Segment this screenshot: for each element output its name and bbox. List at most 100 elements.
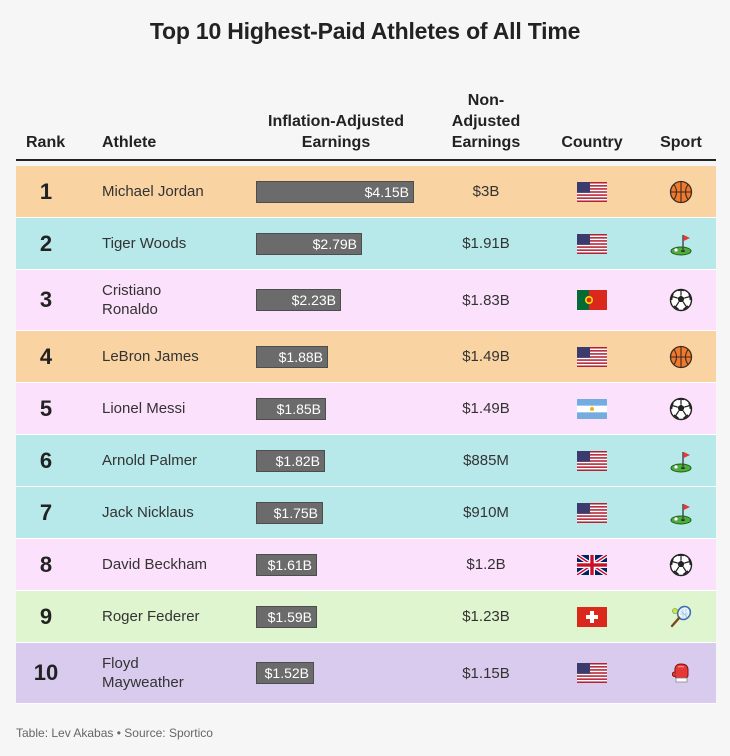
- header-inflation-line1: Inflation-Adjusted: [268, 113, 404, 130]
- non-adjusted-earnings: $3B: [472, 183, 500, 200]
- golf-icon: [646, 487, 716, 538]
- athlete-name: Arnold Palmer: [102, 435, 252, 486]
- athlete-name: LeBron James: [102, 331, 252, 382]
- table-row: 7 Jack Nicklaus $1.75B $910M: [16, 487, 716, 539]
- earnings-bar-cell: $2.79B: [256, 218, 436, 269]
- athlete-name-line: Cristiano: [102, 282, 162, 299]
- earnings-bar-label: $2.23B: [291, 292, 336, 308]
- table-row: 1 Michael Jordan $4.15B $3B: [16, 166, 716, 218]
- non-adjusted-earnings: $1.49B: [462, 400, 510, 417]
- boxing-glove-icon: [646, 643, 716, 703]
- earnings-bar: $1.82B: [256, 449, 325, 472]
- athlete-name-line: Ronaldo: [102, 301, 158, 318]
- header-inflation-adjusted: Inflation-Adjusted Earnings: [246, 111, 426, 153]
- table-row: 5 Lionel Messi $1.85B $1.49B: [16, 383, 716, 435]
- header-non-adjusted: Non- Adjusted Earnings: [436, 90, 536, 153]
- flag-usa: [554, 643, 630, 703]
- golf-icon: [646, 218, 716, 269]
- athlete-name: Lionel Messi: [102, 383, 252, 434]
- flag-portugal: [554, 270, 630, 330]
- athlete-name: Michael Jordan: [102, 166, 252, 217]
- athlete-name-line: Jack Nicklaus: [102, 504, 194, 521]
- athlete-name: Jack Nicklaus: [102, 487, 252, 538]
- basketball-icon: [646, 331, 716, 382]
- athlete-name: Roger Federer: [102, 591, 252, 642]
- athlete-name-line: Mayweather: [102, 674, 184, 691]
- flag-argentina: [554, 383, 630, 434]
- rank-value: 3: [39, 287, 53, 312]
- header-inflation-line2: Earnings: [301, 134, 371, 151]
- rank-value: 10: [33, 660, 59, 685]
- header-athlete: Athlete: [102, 134, 157, 151]
- earnings-bar-label: $1.61B: [267, 556, 312, 573]
- earnings-bar-cell: $1.88B: [256, 331, 436, 382]
- earnings-bar-cell: $1.59B: [256, 591, 436, 642]
- earnings-bar: $1.61B: [256, 553, 317, 576]
- earnings-bar-cell: $1.52B: [256, 643, 436, 703]
- earnings-bar: $1.85B: [256, 397, 326, 420]
- non-adjusted-earnings: $885M: [463, 452, 509, 469]
- earnings-bar-label: $1.88B: [278, 348, 323, 365]
- athlete-name-line: LeBron James: [102, 348, 199, 365]
- flag-uk: [554, 539, 630, 590]
- athlete-name-line: Roger Federer: [102, 608, 200, 625]
- flag-usa: [554, 218, 630, 269]
- table-row: 2 Tiger Woods $2.79B $1.91B: [16, 218, 716, 270]
- soccer-ball-icon: [646, 270, 716, 330]
- soccer-ball-icon: [646, 539, 716, 590]
- earnings-bar: $1.88B: [256, 345, 328, 368]
- flag-switzerland: [554, 591, 630, 642]
- earnings-bar: $1.75B: [256, 501, 323, 524]
- athlete-name-line: Michael Jordan: [102, 183, 204, 200]
- non-adjusted-earnings: $1.49B: [462, 348, 510, 365]
- golf-icon: [646, 435, 716, 486]
- earnings-bar-label: $2.79B: [312, 235, 357, 252]
- earnings-bar-cell: $4.15B: [256, 166, 436, 217]
- header-rank: Rank: [26, 134, 66, 151]
- header-nonadj-line1: Non-: [467, 92, 505, 109]
- flag-usa: [554, 487, 630, 538]
- rank-value: 8: [39, 551, 53, 577]
- rank-value: 5: [39, 395, 53, 421]
- earnings-bar-cell: $1.85B: [256, 383, 436, 434]
- athlete-name-line: David Beckham: [102, 556, 208, 573]
- table-row: 9 Roger Federer $1.59B $1.23B: [16, 591, 716, 643]
- earnings-bar-label: $1.75B: [273, 504, 318, 521]
- earnings-bar-cell: $1.61B: [256, 539, 436, 590]
- earnings-bar-label: $1.85B: [276, 400, 321, 417]
- soccer-ball-icon: [646, 383, 716, 434]
- earnings-bar-cell: $2.23B: [256, 270, 436, 330]
- flag-usa: [554, 331, 630, 382]
- athlete-name: David Beckham: [102, 539, 252, 590]
- rank-value: 9: [39, 603, 53, 629]
- header-sport: Sport: [660, 134, 702, 151]
- rank-value: 6: [39, 447, 53, 473]
- header-nonadj-line2: Adjusted: [451, 113, 521, 130]
- athlete-name-line: Floyd: [102, 655, 139, 672]
- non-adjusted-earnings: $1.91B: [462, 235, 510, 252]
- earnings-bar: $1.52B: [256, 662, 314, 684]
- earnings-bar-cell: $1.75B: [256, 487, 436, 538]
- non-adjusted-earnings: $1.23B: [462, 608, 510, 625]
- earnings-bar-label: $1.59B: [267, 608, 312, 625]
- table-body: 1 Michael Jordan $4.15B $3B 2 Tiger Woods $2.7…: [16, 166, 716, 704]
- non-adjusted-earnings: $1.2B: [466, 556, 506, 573]
- non-adjusted-earnings: $1.15B: [462, 664, 510, 682]
- flag-usa: [554, 166, 630, 217]
- earnings-bar: $4.15B: [256, 180, 414, 203]
- chart-title: Top 10 Highest-Paid Athletes of All Time: [149, 18, 581, 44]
- athlete-name-line: Lionel Messi: [102, 400, 186, 417]
- table-row: 6 Arnold Palmer $1.82B $885M: [16, 435, 716, 487]
- athlete-name: Floyd Mayweather: [102, 643, 252, 703]
- rank-value: 1: [39, 178, 53, 204]
- header-country: Country: [561, 134, 623, 151]
- earnings-bar-label: $4.15B: [364, 183, 409, 200]
- basketball-icon: [646, 166, 716, 217]
- flag-usa: [554, 435, 630, 486]
- header-nonadj-line3: Earnings: [451, 134, 521, 151]
- table-row: 3 Cristiano Ronaldo $2.23B $1.83B: [16, 270, 716, 331]
- non-adjusted-earnings: $1.83B: [462, 291, 510, 309]
- earnings-bar: $2.23B: [256, 289, 341, 311]
- table-row: 10 Floyd Mayweather $1.52B $1.15B: [16, 643, 716, 704]
- non-adjusted-earnings: $910M: [463, 504, 509, 521]
